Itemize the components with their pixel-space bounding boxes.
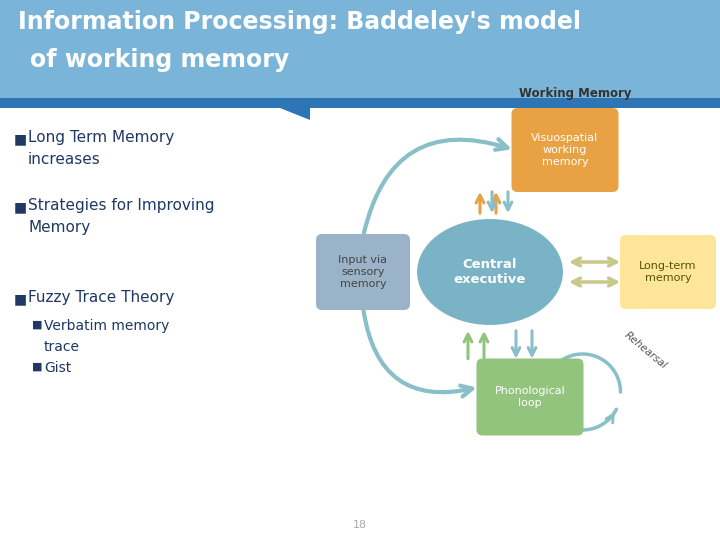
Text: Information Processing: Baddeley's model: Information Processing: Baddeley's model [18,10,581,34]
Text: ■: ■ [14,292,27,306]
FancyBboxPatch shape [477,359,583,435]
Text: Input via
sensory
memory: Input via sensory memory [338,254,387,289]
Text: Strategies for Improving
Memory: Strategies for Improving Memory [28,198,215,235]
Text: of working memory: of working memory [30,48,289,72]
Text: Working Memory: Working Memory [518,87,631,100]
Text: Verbatim memory
trace: Verbatim memory trace [44,319,169,354]
FancyBboxPatch shape [0,98,720,108]
Text: Phonological
loop: Phonological loop [495,386,565,408]
Text: Fuzzy Trace Theory: Fuzzy Trace Theory [28,290,174,305]
Text: ■: ■ [14,132,27,146]
Text: Long-term
memory: Long-term memory [639,261,697,283]
Text: Gist: Gist [44,361,71,375]
Text: Rehearsal: Rehearsal [623,330,669,371]
FancyBboxPatch shape [511,108,618,192]
Text: Central
executive: Central executive [454,258,526,286]
Text: ■: ■ [32,362,42,372]
Text: ■: ■ [14,200,27,214]
Ellipse shape [416,218,564,326]
Text: 18: 18 [353,520,367,530]
Text: Long Term Memory
increases: Long Term Memory increases [28,130,174,167]
Polygon shape [0,108,310,120]
Text: Visuospatial
working
memory: Visuospatial working memory [531,133,598,167]
FancyBboxPatch shape [620,235,716,309]
FancyBboxPatch shape [0,0,720,100]
FancyBboxPatch shape [316,234,410,310]
Text: ■: ■ [32,320,42,330]
